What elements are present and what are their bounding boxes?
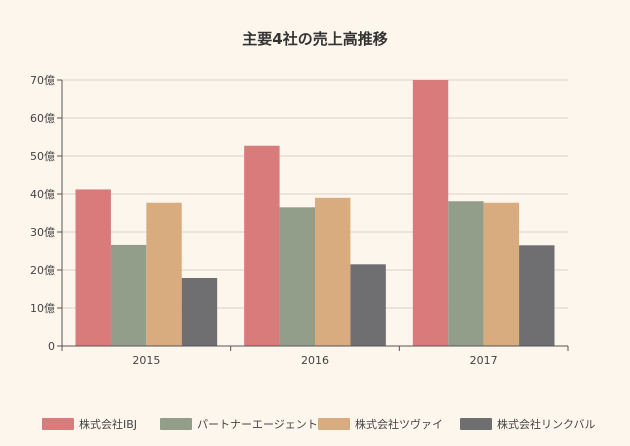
legend-item[interactable]: 株式会社リンクバル — [460, 417, 595, 431]
bar-2017-1[interactable] — [412, 80, 449, 346]
bars — [75, 80, 555, 346]
bar-2016-3[interactable] — [315, 197, 351, 346]
legend[interactable]: 株式会社IBJ パートナーエージェント 株式会社ツヴァイ 株式会社リンクバル — [42, 417, 595, 431]
bar-2015-2[interactable] — [110, 244, 147, 346]
bar-2016-2[interactable] — [279, 207, 315, 346]
bar-2017-4[interactable] — [519, 245, 555, 346]
legend-swatch — [160, 418, 192, 430]
bar-2015-4[interactable] — [181, 277, 218, 346]
legend-label: 株式会社ツヴァイ — [355, 417, 443, 431]
legend-label: 株式会社IBJ — [79, 417, 137, 431]
y-tick-label: 50億 — [30, 150, 55, 163]
legend-item[interactable]: 株式会社IBJ — [42, 417, 137, 431]
y-tick-label: 0 — [48, 340, 55, 353]
legend-swatch — [42, 418, 74, 430]
legend-label: 株式会社リンクバル — [497, 417, 595, 431]
legend-swatch — [318, 418, 350, 430]
legend-item[interactable]: パートナーエージェント — [160, 418, 318, 431]
y-tick-label: 10億 — [30, 302, 55, 315]
x-tick-label: 2017 — [470, 354, 498, 367]
bar-2015-1[interactable] — [75, 189, 111, 346]
legend-item[interactable]: 株式会社ツヴァイ — [318, 417, 443, 431]
bar-2015-3[interactable] — [146, 202, 182, 346]
y-tick-label: 20億 — [30, 264, 55, 277]
y-tick-label: 40億 — [30, 188, 55, 201]
y-tick-label: 60億 — [30, 112, 55, 125]
chart-title: 主要4社の売上高推移 — [242, 30, 387, 48]
x-tick-label: 2015 — [132, 354, 160, 367]
y-tick-label: 30億 — [30, 226, 55, 239]
bar-2016-1[interactable] — [244, 145, 280, 346]
x-tick-label: 2016 — [301, 354, 329, 367]
legend-label: パートナーエージェント — [197, 418, 318, 431]
bar-2017-2[interactable] — [448, 201, 484, 346]
y-tick-label: 70億 — [30, 74, 55, 87]
bar-2016-4[interactable] — [350, 264, 386, 346]
axes: 0 10億 20億 30億 40億 50億 60億 70億 2015 2016 2017 — [30, 74, 569, 367]
bar-2017-3[interactable] — [483, 202, 520, 346]
legend-swatch — [460, 418, 492, 430]
